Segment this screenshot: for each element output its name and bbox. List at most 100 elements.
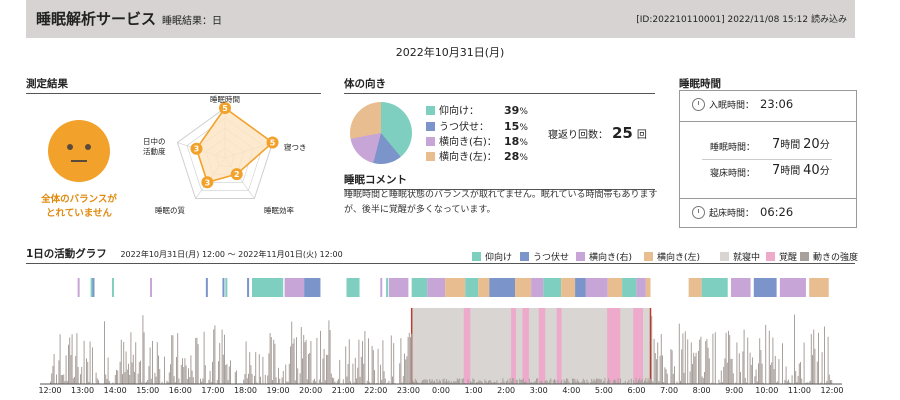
- intensity-bar: [56, 374, 57, 384]
- posture-item-value: 18: [504, 135, 520, 148]
- awake-segment: [538, 308, 546, 384]
- intensity-bar: [640, 380, 642, 384]
- intensity-bar: [689, 371, 691, 384]
- divider: [702, 159, 832, 160]
- intensity-bar: [95, 372, 97, 384]
- intensity-bar: [270, 337, 272, 384]
- intensity-bar: [159, 369, 161, 384]
- intensity-bar: [754, 376, 756, 384]
- intensity-bar: [504, 382, 506, 384]
- activity-range: 2022年10月31日(月) 12:00 ～ 2022年11月01日(火) 12…: [120, 250, 343, 259]
- intensity-bar: [360, 356, 362, 384]
- posture-item-unit: %: [519, 123, 528, 133]
- intensity-bar: [694, 356, 696, 384]
- x-tick-label: 5:00: [594, 386, 613, 395]
- intensity-bar: [362, 341, 363, 384]
- clock-icon: [692, 98, 705, 111]
- intensity-bar: [566, 378, 567, 384]
- intensity-bar: [348, 339, 350, 384]
- intensity-bar: [756, 381, 758, 384]
- intensity-bar: [228, 366, 230, 384]
- intensity-bar: [154, 372, 156, 384]
- intensity-bar: [322, 358, 324, 384]
- intensity-bar: [587, 381, 589, 384]
- intensity-bar: [554, 379, 555, 384]
- posture-strip-segment: [809, 278, 829, 297]
- intensity-bar: [130, 332, 132, 384]
- intensity-bar: [147, 379, 149, 384]
- intensity-bar: [707, 347, 709, 384]
- intensity-bar: [652, 381, 654, 384]
- intensity-bar: [597, 378, 599, 384]
- intensity-bar: [275, 377, 277, 384]
- intensity-bar: [108, 380, 110, 384]
- radar-label-sleep-efficiency: 睡眠効率: [264, 206, 294, 215]
- posture-strip-segment: [445, 278, 466, 297]
- intensity-bar: [712, 333, 714, 384]
- intensity-bar: [572, 378, 573, 384]
- intensity-bar: [58, 360, 60, 384]
- intensity-bar: [359, 376, 361, 384]
- posture-strip-segment: [205, 278, 208, 297]
- intensity-bar: [357, 367, 359, 384]
- intensity-bar: [761, 363, 763, 384]
- intensity-bar: [105, 374, 107, 384]
- intensity-bar: [227, 380, 229, 384]
- posture-strip-segment: [489, 278, 516, 297]
- intensity-bar: [476, 382, 477, 384]
- intensity-bar: [615, 380, 617, 384]
- intensity-bar: [292, 343, 294, 384]
- intensity-bar: [801, 378, 803, 384]
- radar-point-value: 3: [205, 178, 211, 187]
- report-date: 2022年10月31日(月): [395, 46, 505, 59]
- intensity-bar: [432, 381, 434, 384]
- intensity-bar: [126, 369, 128, 384]
- intensity-bar: [296, 337, 297, 384]
- intensity-bar: [285, 364, 287, 384]
- hours-unit: 時間: [780, 166, 801, 177]
- intensity-bar: [89, 341, 91, 384]
- intensity-bar: [338, 378, 339, 384]
- intensity-bar: [507, 379, 509, 384]
- intensity-bar: [633, 379, 635, 384]
- intensity-bar: [550, 378, 552, 384]
- radar-label-sleep-quality: 睡眠の質: [155, 206, 185, 215]
- intensity-bar: [328, 320, 330, 384]
- posture-strip-segment: [465, 278, 479, 297]
- intensity-bar: [98, 380, 99, 384]
- intensity-bar: [306, 379, 308, 384]
- intensity-bar: [617, 378, 619, 384]
- intensity-bar: [750, 364, 752, 384]
- clock-icon: [692, 206, 705, 219]
- intensity-bar: [294, 380, 296, 384]
- intensity-bar: [222, 354, 224, 384]
- intensity-bar: [134, 371, 135, 384]
- intensity-bar: [53, 354, 55, 384]
- intensity-bar: [560, 382, 561, 384]
- intensity-bar: [320, 330, 321, 384]
- intensity-bar: [657, 342, 659, 384]
- intensity-bar: [635, 378, 637, 384]
- intensity-bar: [574, 379, 576, 384]
- sleep-duration-minutes: 20: [803, 137, 820, 152]
- intensity-bar: [450, 381, 452, 384]
- intensity-bar: [210, 382, 212, 384]
- intensity-bar: [651, 315, 653, 384]
- intensity-bar: [706, 338, 708, 384]
- intensity-bar: [425, 379, 427, 384]
- intensity-bar: [555, 380, 557, 384]
- intensity-bar: [436, 378, 438, 384]
- intensity-bar: [534, 380, 536, 384]
- intensity-bar: [430, 380, 432, 384]
- intensity-bar: [333, 378, 335, 384]
- minutes-unit: 分: [819, 166, 830, 177]
- intensity-bar: [380, 364, 381, 384]
- intensity-bar: [762, 382, 764, 384]
- intensity-bar: [274, 343, 276, 384]
- intensity-bar: [471, 382, 473, 384]
- intensity-bar: [234, 372, 236, 384]
- intensity-bar: [245, 341, 247, 384]
- intensity-bar: [758, 363, 759, 384]
- intensity-bar: [609, 380, 611, 384]
- intensity-bar: [393, 343, 395, 384]
